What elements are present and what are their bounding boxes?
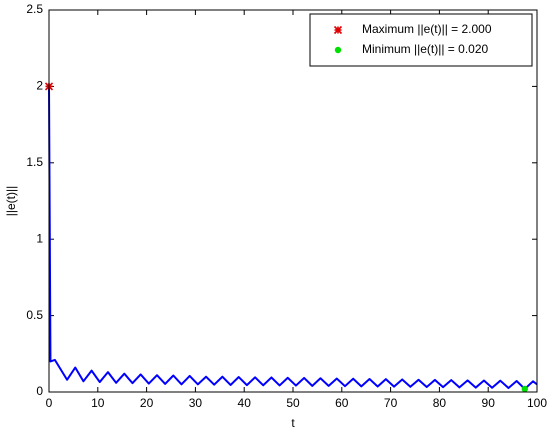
y-tick-label: 1.5 bbox=[26, 155, 43, 169]
axes-box bbox=[48, 9, 538, 393]
x-tick-label: 60 bbox=[335, 396, 349, 410]
x-axis-label: t bbox=[291, 416, 295, 430]
legend-label: Minimum ||e(t)|| = 0.020 bbox=[362, 42, 489, 56]
x-tick-label: 10 bbox=[91, 396, 105, 410]
legend-marker bbox=[333, 25, 343, 35]
data-marker bbox=[521, 385, 528, 393]
x-tick-label: 0 bbox=[46, 396, 53, 410]
legend-marker bbox=[334, 46, 342, 54]
x-tick-label: 90 bbox=[482, 396, 496, 410]
x-tick-label: 70 bbox=[384, 396, 398, 410]
y-tick-label: 2 bbox=[36, 79, 43, 93]
legend-box bbox=[309, 13, 533, 67]
x-tick-label: 100 bbox=[527, 396, 547, 410]
data-line bbox=[48, 86, 538, 390]
y-axis-label: ||e(t)|| bbox=[4, 186, 18, 216]
x-tick-label: 50 bbox=[286, 396, 300, 410]
y-tick-label: 1 bbox=[36, 231, 43, 245]
y-tick-label: 2.5 bbox=[26, 2, 43, 16]
x-tick-label: 80 bbox=[433, 396, 447, 410]
x-tick-label: 30 bbox=[189, 396, 203, 410]
x-tick-label: 40 bbox=[238, 396, 252, 410]
y-tick-label: 0 bbox=[36, 384, 43, 398]
legend-label: Maximum ||e(t)|| = 2.000 bbox=[362, 22, 492, 36]
x-tick-label: 20 bbox=[140, 396, 154, 410]
plot-area bbox=[49, 10, 537, 392]
y-tick-label: 0.5 bbox=[26, 308, 43, 322]
marker-stroke bbox=[333, 25, 343, 35]
